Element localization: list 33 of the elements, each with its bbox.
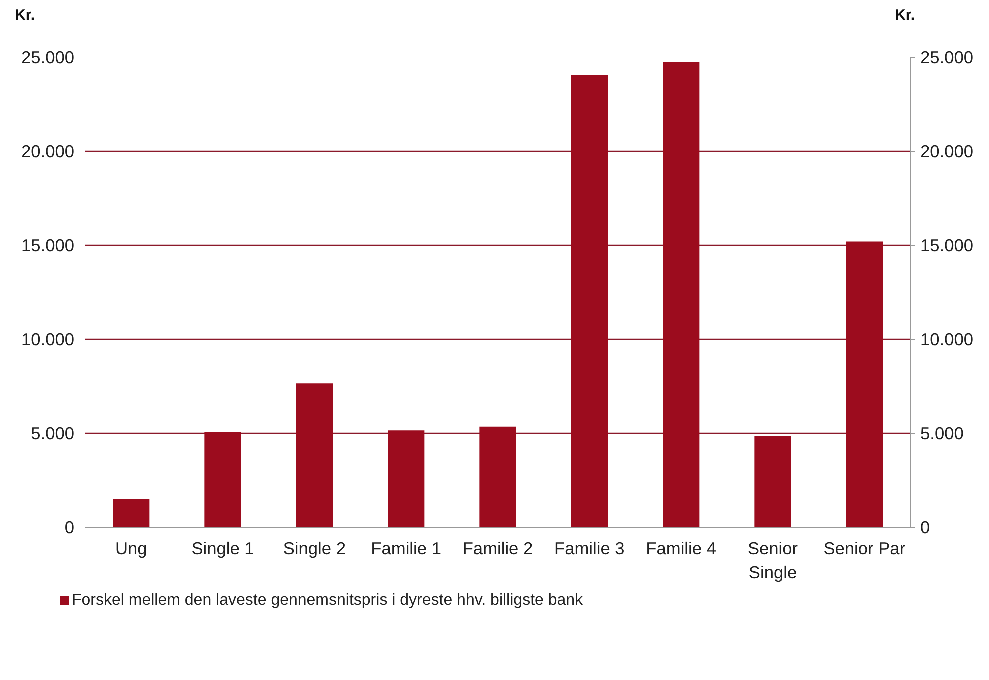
y2-tick-label: 10.000 <box>920 330 974 350</box>
bar <box>846 242 883 528</box>
y2-tick-label: 20.000 <box>920 142 974 162</box>
x-tick-label: Familie 2 <box>462 538 534 558</box>
y-axis-title: Kr. <box>15 6 36 26</box>
x-tick-label: Senior Par <box>824 538 906 558</box>
bar <box>388 430 425 528</box>
y2-tick-label: 25.000 <box>920 48 974 68</box>
bar <box>571 75 608 528</box>
legend-item: Forskel mellem den laveste gennemsnitspris i dyreste hhv. billigste bank <box>60 592 584 609</box>
x-tick-label: Senior Single <box>748 538 798 582</box>
bar <box>113 499 150 528</box>
x-tick-label: Familie 4 <box>646 538 717 558</box>
x-tick-label: Single 1 <box>192 538 254 558</box>
y-tick-label: 15.000 <box>22 236 74 256</box>
x-tick-label: Familie 1 <box>371 538 442 558</box>
bar <box>754 436 792 528</box>
x-tick-label: Single 2 <box>283 538 346 558</box>
y2-tick-label: 15.000 <box>920 236 974 256</box>
y2-tick-label: 0 <box>920 518 930 538</box>
y2-axis-title: Kr. <box>895 6 916 26</box>
y-tick-label: 5.000 <box>31 424 75 444</box>
bar <box>296 384 333 528</box>
bar <box>204 432 242 528</box>
y-tick-label: 0 <box>64 518 75 538</box>
y-tick-label: 10.000 <box>22 330 74 350</box>
y-tick-label: 25.000 <box>22 48 74 68</box>
bar <box>663 62 700 528</box>
bar <box>480 426 516 528</box>
y2-tick-label: 5.000 <box>920 424 964 444</box>
x-tick-label: Familie 3 <box>554 538 625 558</box>
y-tick-label: 20.000 <box>22 142 74 162</box>
x-tick-label: Ung <box>115 538 148 558</box>
